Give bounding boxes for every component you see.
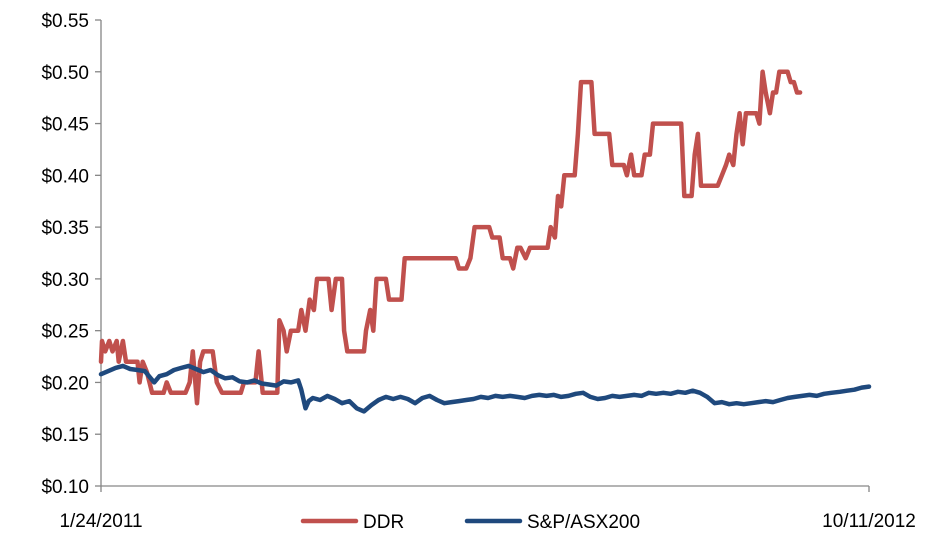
legend-item-sp-asx200: S&P/ASX200 [464, 512, 640, 533]
y-tick-label: $0.25 [41, 322, 89, 343]
x-tick-label: 10/11/2012 [822, 511, 916, 532]
legend: DDR S&P/ASX200 [300, 512, 640, 533]
y-tick-label: $0.45 [41, 115, 89, 136]
y-tick-label: $0.20 [41, 373, 89, 394]
y-tick-label: $0.30 [41, 270, 89, 291]
y-tick-label: $0.40 [41, 166, 89, 187]
x-tick-label: 1/24/2011 [59, 511, 142, 532]
y-tick-label: $0.10 [41, 477, 89, 498]
series-line-sp-asx200 [98, 363, 872, 414]
y-tick-label: $0.15 [41, 425, 89, 446]
y-tick-label: $0.35 [41, 218, 89, 239]
legend-label: DDR [363, 512, 404, 533]
y-tick-label: $0.50 [41, 63, 89, 84]
legend-label: S&P/ASX200 [527, 512, 640, 533]
x-axis: 1/24/2011 10/11/2012 [59, 485, 916, 532]
y-tick-label: $0.55 [41, 11, 89, 32]
series-line-ddr [98, 69, 803, 406]
y-axis: $0.10 $0.15 $0.20 $0.25 $0.30 $0.35 $0.40 $0.45… [41, 11, 102, 498]
legend-item-ddr: DDR [300, 512, 404, 533]
series-layer [98, 69, 872, 414]
